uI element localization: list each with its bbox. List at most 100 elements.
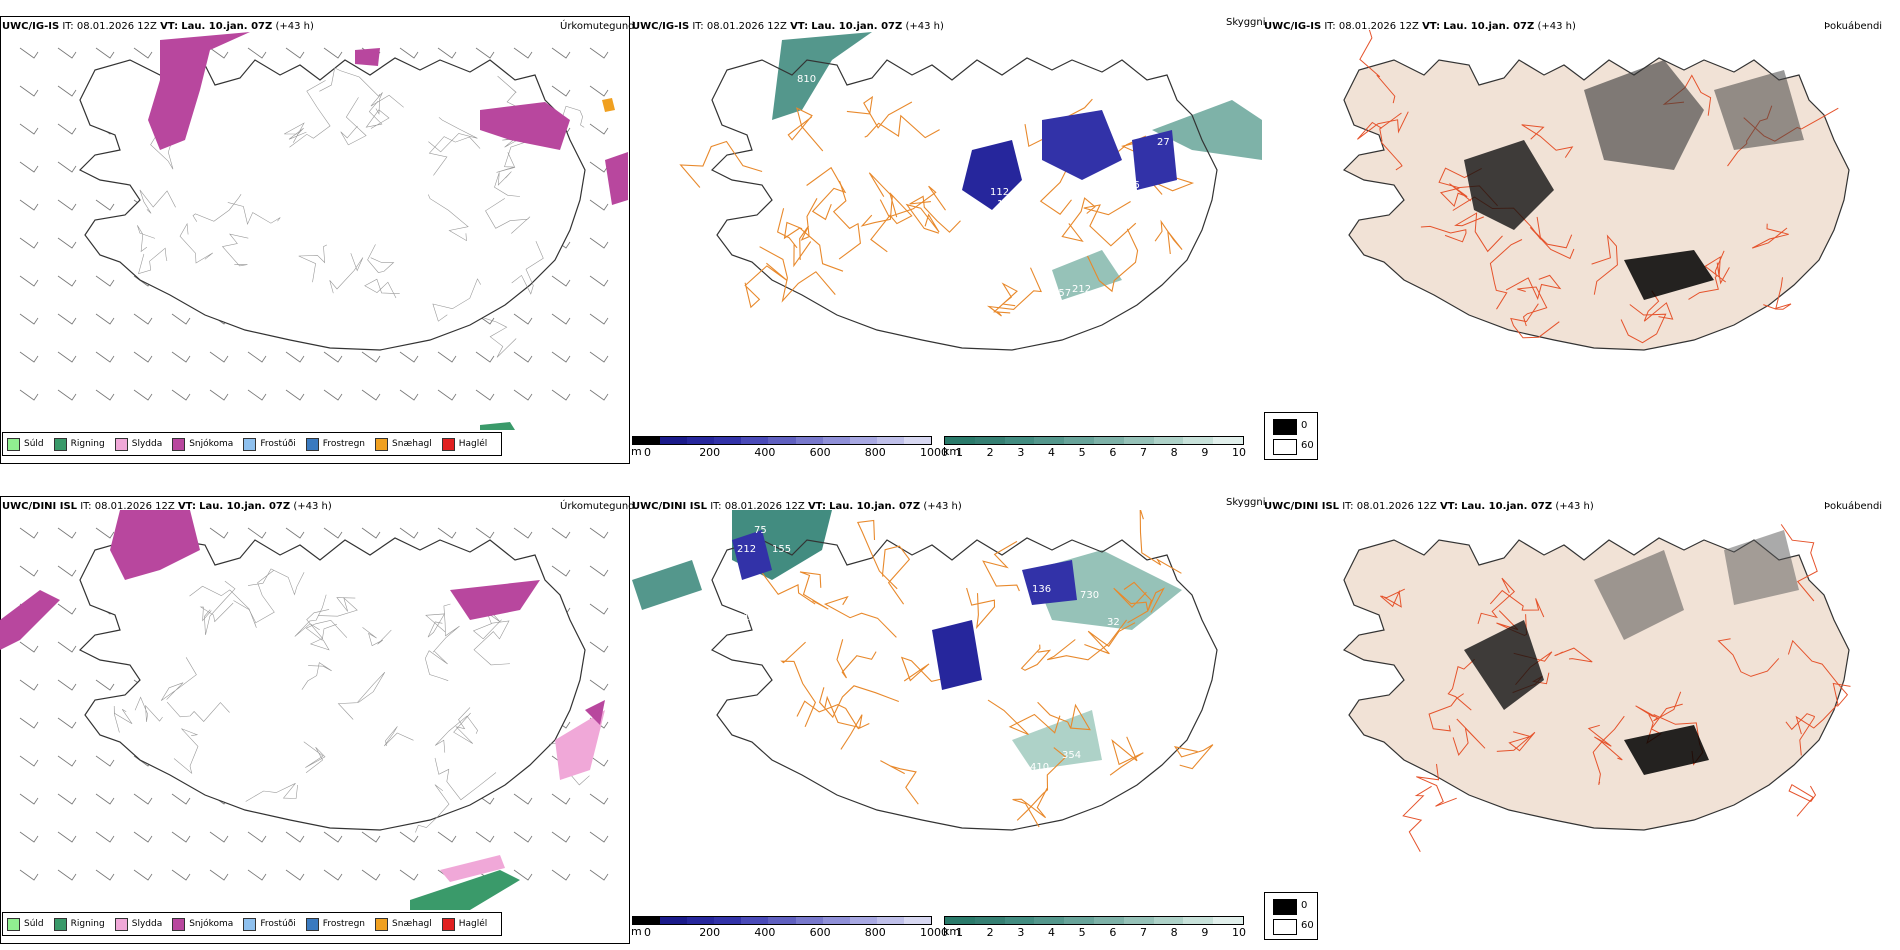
wind-barb [589,831,609,843]
colorbar-cell [795,917,823,924]
wind-barb [209,351,229,363]
panel-variable-label: Skyggni [1226,17,1266,28]
line-feature [1439,183,1472,208]
wind-barb [19,717,39,729]
line-feature [780,641,817,728]
line-feature [434,757,497,801]
snowhail-area [602,98,615,112]
sleet-area [440,855,505,882]
ceiling-label: 17 [944,702,957,713]
wind-barb [57,313,77,325]
ceiling-label: 730 [1080,590,1099,601]
line-feature [1454,212,1503,253]
wind-barb [437,389,457,401]
fog-area [1714,70,1804,150]
wind-barb [589,275,609,287]
colorbar-tick: 7 [1140,926,1147,939]
colorbar-unit: m [631,445,642,458]
wind-barb [19,275,39,287]
wind-barb [589,641,609,653]
wind-barb [95,869,115,881]
wind-barb [589,755,609,767]
line-feature [192,194,242,222]
line-feature [864,114,940,139]
snow-area [0,590,60,650]
map-frame [0,496,630,944]
wind-barb [57,527,77,539]
wind-barb [513,869,533,881]
wind-barb [589,389,609,401]
snow-area [148,32,250,150]
line-feature [383,726,414,747]
ceiling-label: 155 [772,544,791,555]
panel-fog-bottom: UWC/DINI ISL IT: 08.01.2026 12Z VT: Lau.… [1264,480,1900,950]
wind-barb [437,831,457,843]
line-feature [484,317,517,358]
colorbar-tick: 1 [956,926,963,939]
colorbar-tick: 10 [1232,926,1246,939]
legend-item: Snjókoma [172,437,233,451]
colorbar-cell [849,437,877,444]
panel-title: UWC/IG-IS IT: 08.01.2026 12Z VT: Lau. 10… [632,21,944,32]
wind-barb [399,389,419,401]
line-feature [199,602,234,623]
fog-legend: 0 60 [1264,412,1318,460]
wind-barb [57,755,77,767]
legend-swatch [243,917,257,931]
line-feature [362,627,392,647]
visibility-map: 810 27 112 124 24 257 212 108 111 86 [679,32,1262,351]
line-feature [139,189,176,214]
line-feature [986,267,1042,317]
colorbar-cell [714,917,742,924]
colorbar-cells [632,436,932,445]
colorbar-cell [1123,917,1154,924]
fog-swatch-light [1273,439,1297,455]
line-feature [909,195,961,233]
wind-barb [19,161,39,173]
colorbar-cell [1183,437,1214,444]
wind-barb [323,831,343,843]
wind-barb [589,793,609,805]
line-feature [1357,111,1409,140]
line-feature [1084,622,1136,655]
line-feature [1635,691,1682,722]
colorbar-cell [660,917,688,924]
colorbar-cell [660,437,688,444]
ceiling-label: 86 [1127,180,1140,191]
wind-barb [19,755,39,767]
wind-barb [589,603,609,615]
fog-area [1724,530,1799,605]
colorbar-tick: 3 [1017,446,1025,459]
colorbar-cell [1213,437,1243,444]
line-feature [1477,577,1516,625]
wind-barb [171,793,191,805]
colorbar-cell [1213,917,1243,924]
wind-barb [133,869,153,881]
colorbar-tick: 800 [864,446,886,459]
row-ig-is: UWC/IG-IS IT: 08.01.2026 12Z VT: Lau. 10… [0,0,1900,470]
colorbar-tick: 10 [1232,446,1246,459]
line-feature [1643,290,1674,322]
colorbar-cell [741,917,769,924]
ceiling-label: 111 [1097,180,1116,191]
colorbar-cell [687,437,715,444]
fog-area [1594,550,1684,640]
line-feature [900,656,957,683]
iceland-outline [1342,57,1850,351]
colorbar-tick: 4 [1048,926,1055,939]
wind-barb [437,527,457,539]
line-feature [824,695,863,750]
line-feature [882,545,911,605]
line-feature [1517,286,1548,327]
colorbar-cell [903,917,932,924]
line-feature [204,580,236,635]
wind-barb [57,85,77,97]
line-feature [1452,718,1486,756]
wind-barb [19,47,39,59]
colorbar-unit: km [943,445,961,458]
fog-area [1624,725,1709,775]
snow-area [110,510,200,580]
line-feature [247,568,305,596]
wind-barb [171,389,191,401]
legend-swatch [375,917,389,931]
